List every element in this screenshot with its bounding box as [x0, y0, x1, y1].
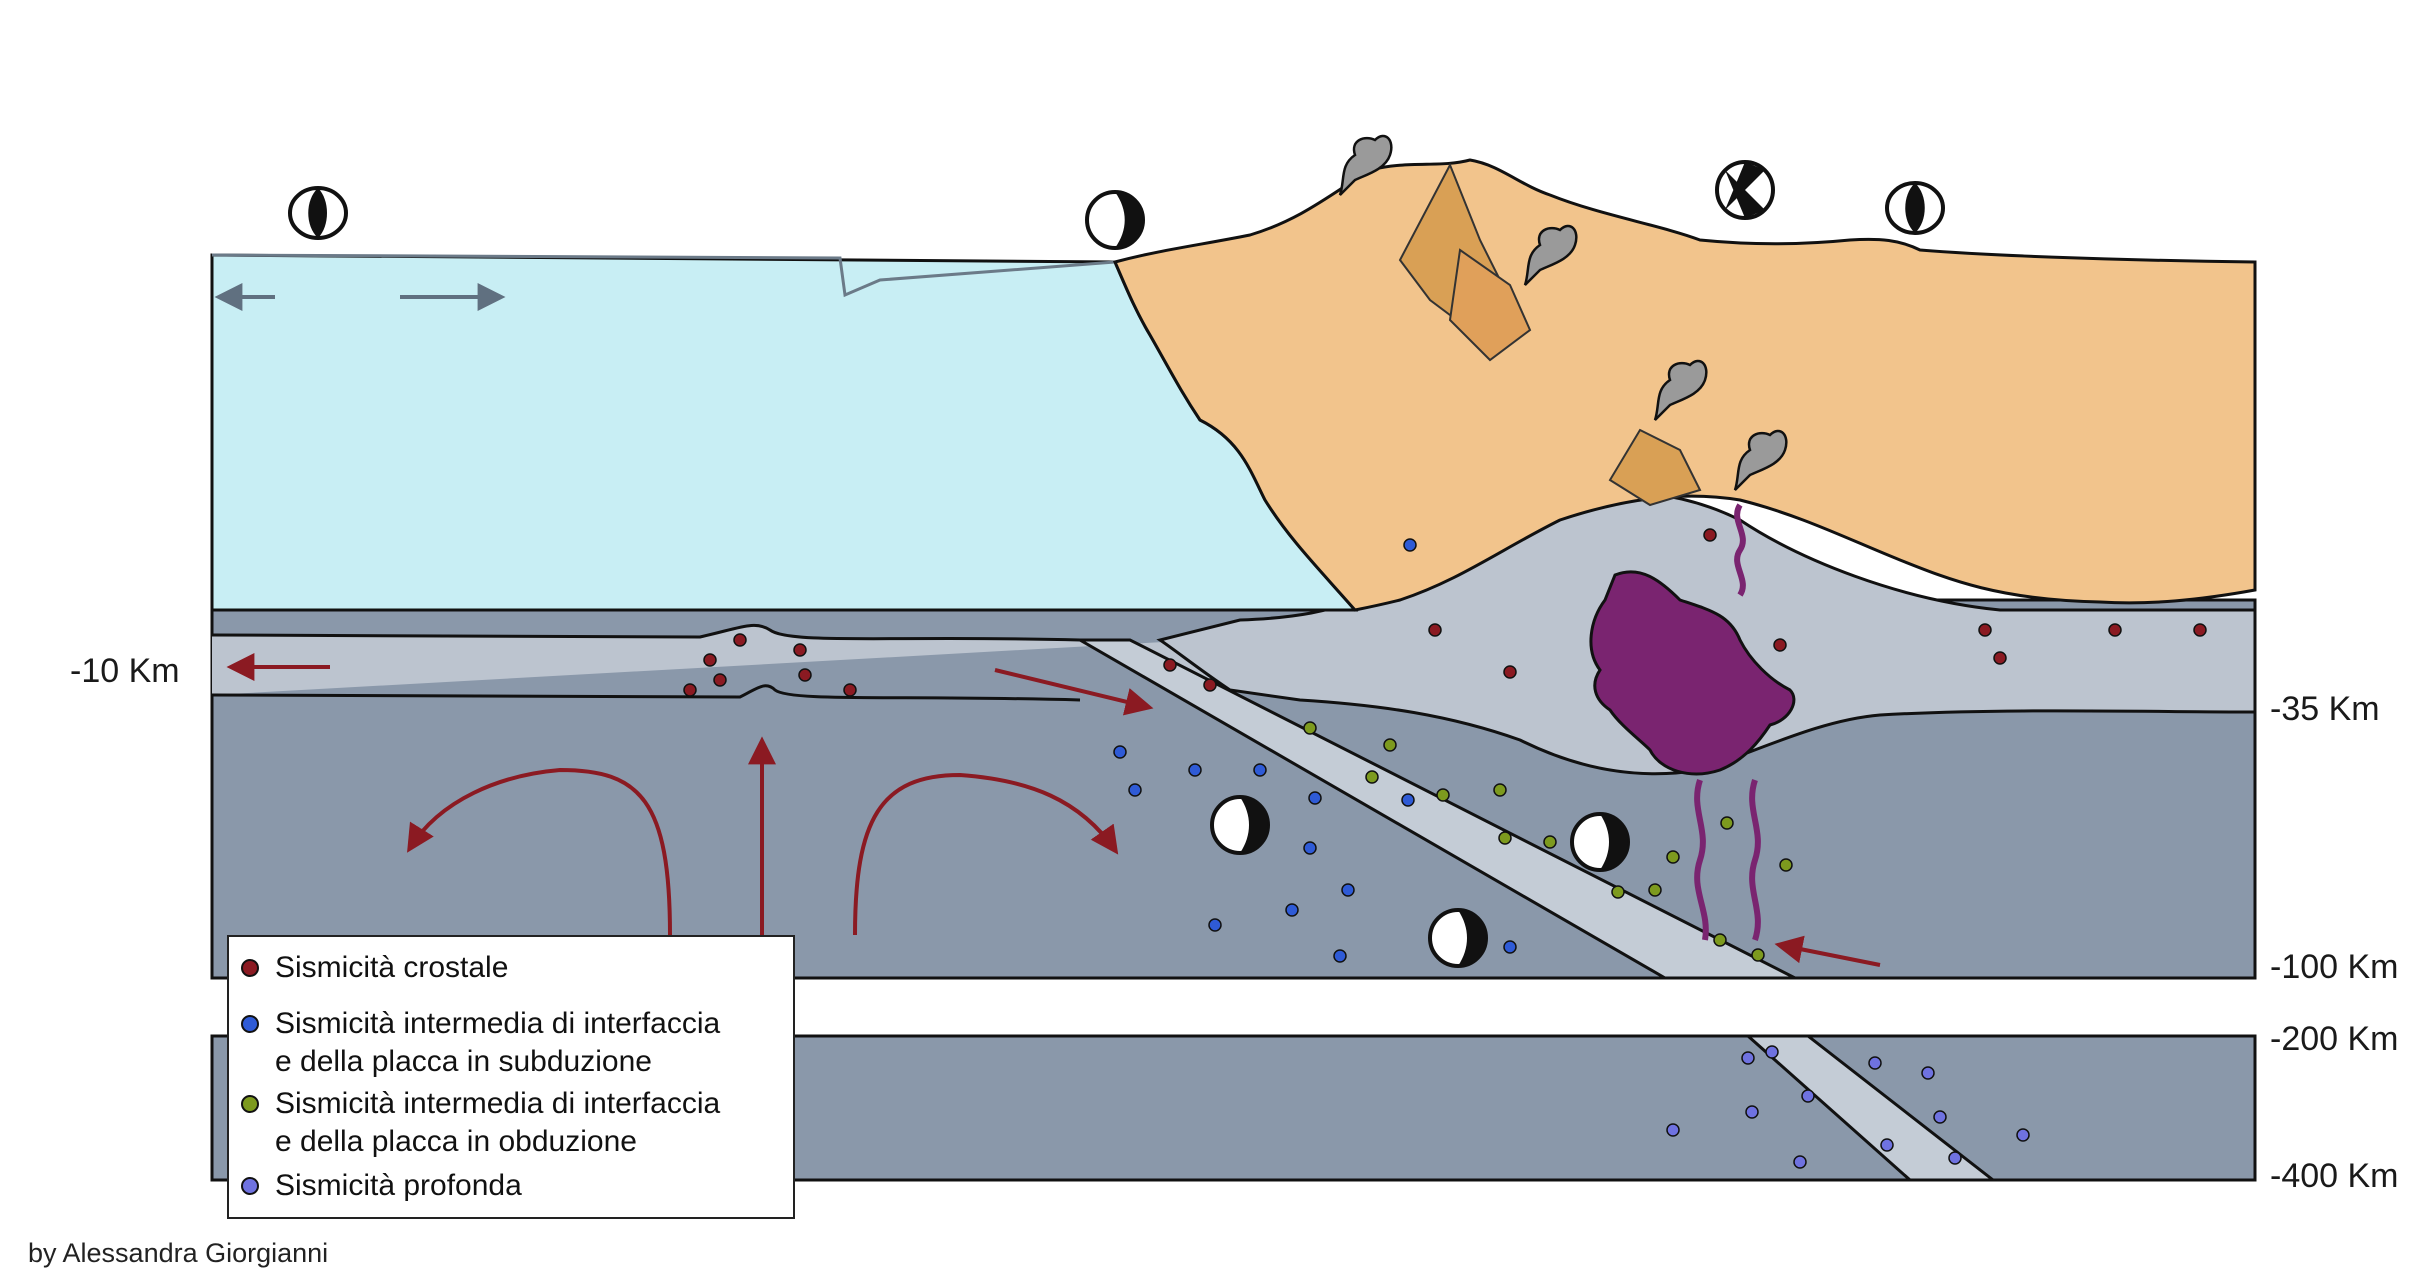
legend-dot — [241, 1015, 259, 1033]
seismic-event-dot — [2016, 1128, 2030, 1142]
credit-line: by Alessandra Giorgianni — [28, 1238, 329, 1268]
magma-chamber — [1589, 503, 1796, 941]
seismic-event-dot — [1801, 1089, 1815, 1103]
focal-mechanism-3 — [1715, 160, 1775, 220]
seismic-event-dot — [1741, 1051, 1755, 1065]
focal-mechanism-5 — [1210, 795, 1270, 855]
seismic-event-dot — [733, 633, 747, 647]
seismic-event-dot — [1341, 883, 1355, 897]
focal-mechanism-2 — [1085, 190, 1145, 250]
seismic-event-dot — [1503, 665, 1517, 679]
seismic-event-dot — [1993, 651, 2007, 665]
seismic-event-dot — [1113, 745, 1127, 759]
focal-mechanism-1 — [288, 186, 348, 240]
seismic-event-dot — [1933, 1110, 1947, 1124]
seismic-event-dot — [1203, 678, 1217, 692]
seismic-event-dot — [798, 668, 812, 682]
seismic-event-dot — [1921, 1066, 1935, 1080]
seismic-event-dot — [1428, 623, 1442, 637]
legend-dot — [241, 959, 259, 977]
seismic-event-dot — [1303, 841, 1317, 855]
seismic-event-dot — [1253, 763, 1267, 777]
focal-mechanism-7 — [1428, 908, 1488, 968]
legend-item-deep: Sismicità profonda — [241, 1167, 522, 1205]
seismic-event-dot — [1880, 1138, 1894, 1152]
seismic-event-dot — [1773, 638, 1787, 652]
seismic-event-dot — [1793, 1155, 1807, 1169]
seismic-event-dot — [1188, 763, 1202, 777]
convection-arrows — [226, 653, 1881, 967]
seismic-event-dot — [713, 673, 727, 687]
seismic-event-dot — [1503, 940, 1517, 954]
legend-item-crustal: Sismicità crostale — [241, 949, 508, 987]
seismic-event-dot — [1978, 623, 1992, 637]
depth-label-10km: -10 Km — [70, 652, 180, 690]
depth-label-100km: -100 Km — [2270, 948, 2399, 986]
seismic-event-dot — [1703, 528, 1717, 542]
seismic-event-dot — [843, 683, 857, 697]
seismic-event-dot — [2193, 623, 2207, 637]
seismic-event-dot — [1745, 1105, 1759, 1119]
legend-label: Sismicità profonda — [275, 1169, 522, 1202]
seismic-event-dot — [1720, 816, 1734, 830]
seismic-event-dot — [1765, 1045, 1779, 1059]
seismic-event-dot — [1163, 658, 1177, 672]
seismic-event-dot — [1383, 738, 1397, 752]
seismic-event-dot — [1493, 783, 1507, 797]
seismic-event-dot — [1285, 903, 1299, 917]
seismic-event-dot — [1403, 538, 1417, 552]
seismic-event-dot — [1543, 835, 1557, 849]
focal-mechanism-6 — [1570, 812, 1630, 872]
seismic-event-dot — [1751, 948, 1765, 962]
depth-label-400km: -400 Km — [2270, 1157, 2399, 1195]
seismic-event-dot — [1365, 770, 1379, 784]
seismic-event-dot — [1611, 885, 1625, 899]
legend-item-subduction: Sismicità intermedia di interfaccia e de… — [241, 1005, 720, 1081]
seismicity-dots — [683, 528, 2207, 1169]
legend-label: Sismicità intermedia di interfaccia — [275, 1007, 721, 1040]
seismic-event-dot — [1868, 1056, 1882, 1070]
seismic-event-dot — [683, 683, 697, 697]
seismic-event-dot — [2108, 623, 2122, 637]
seismic-event-dot — [1713, 933, 1727, 947]
legend-dot — [241, 1095, 259, 1113]
seismic-event-dot — [1303, 721, 1317, 735]
seismic-event-dot — [1333, 949, 1347, 963]
seismic-event-dot — [1779, 858, 1793, 872]
legend-label-2: e della placca in obduzione — [275, 1125, 637, 1158]
legend-label: Sismicità crostale — [275, 951, 509, 984]
legend-label-2: e della placca in subduzione — [275, 1045, 652, 1078]
seismic-event-dot — [1208, 918, 1222, 932]
legend-label: Sismicità intermedia di interfaccia — [275, 1087, 721, 1120]
seismic-event-dot — [1948, 1151, 1962, 1165]
seismic-event-dot — [1666, 1123, 1680, 1137]
legend-item-obduction: Sismicità intermedia di interfaccia e de… — [241, 1085, 720, 1161]
depth-label-35km: -35 Km — [2270, 690, 2380, 728]
focal-mechanism-symbols — [288, 160, 1945, 968]
legend: Sismicità crostale Sismicità intermedia … — [227, 935, 795, 1219]
seismic-event-dot — [1648, 883, 1662, 897]
volcanic-plumes — [1338, 134, 1788, 491]
seismic-event-dot — [1308, 791, 1322, 805]
seismic-event-dot — [1401, 793, 1415, 807]
legend-dot — [241, 1177, 259, 1195]
depth-label-200km: -200 Km — [2270, 1020, 2399, 1058]
seismic-event-dot — [1436, 788, 1450, 802]
focal-mechanism-4 — [1885, 181, 1945, 235]
seismic-event-dot — [1128, 783, 1142, 797]
seismic-event-dot — [703, 653, 717, 667]
seismic-event-dot — [793, 643, 807, 657]
seismic-event-dot — [1498, 831, 1512, 845]
oceanic-crust — [211, 623, 1240, 715]
seismic-event-dot — [1666, 850, 1680, 864]
